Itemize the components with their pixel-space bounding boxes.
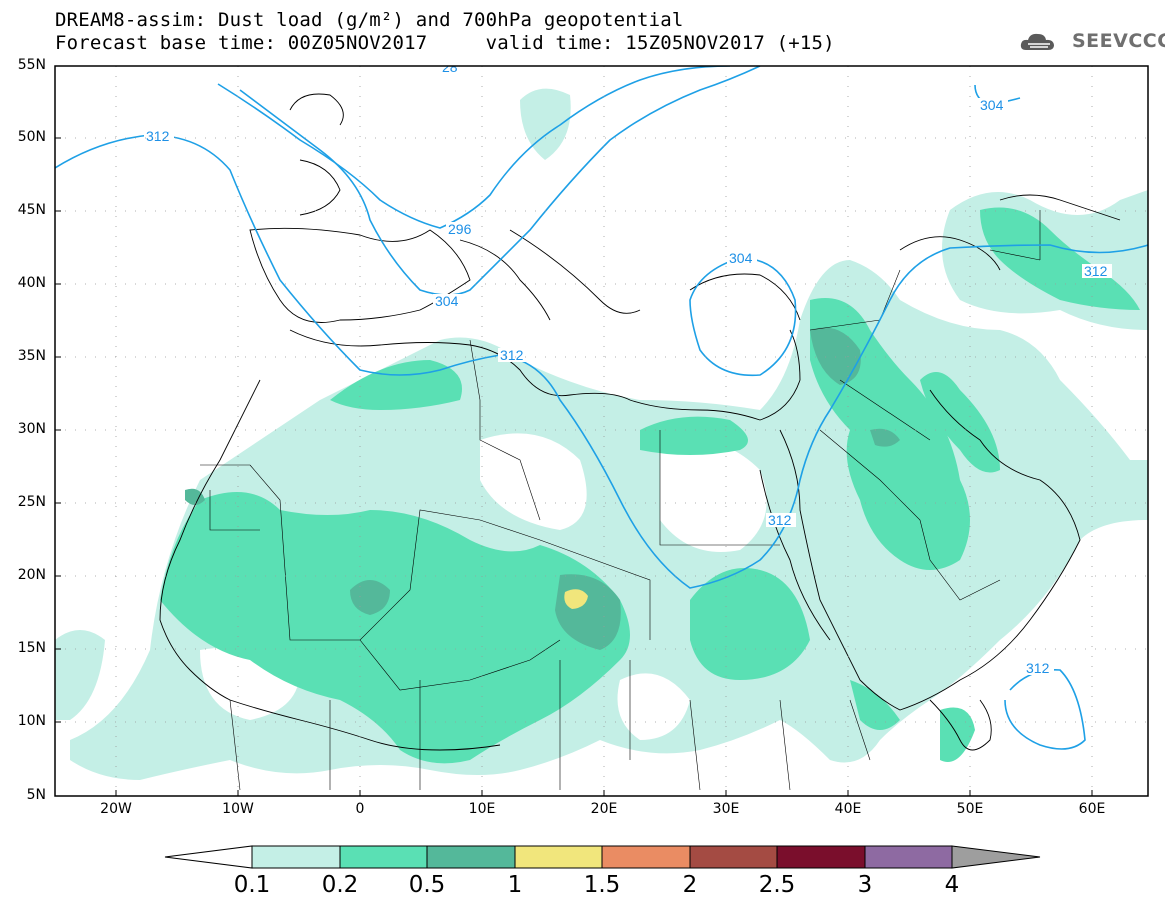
lat-label: 25N — [17, 494, 46, 510]
lat-label: 20N — [17, 567, 46, 583]
cloud-icon — [1020, 33, 1054, 50]
colorbar-swatch — [689, 845, 778, 869]
lat-label: 15N — [17, 640, 46, 656]
lat-label: 40N — [17, 275, 46, 291]
colorbar-swatch — [514, 845, 603, 869]
lon-label: 20W — [100, 801, 132, 817]
contour-label: 304 — [435, 293, 459, 309]
colorbar-swatch — [601, 845, 691, 869]
colorbar-swatch — [251, 845, 341, 869]
lat-label: 30N — [17, 421, 46, 437]
colorbar-low-arrow — [164, 845, 253, 869]
coastlines — [159, 93, 1121, 751]
colorbar-label: 4 — [944, 872, 960, 898]
country-borders — [200, 210, 1041, 791]
lat-label: 50N — [17, 129, 46, 145]
colorbar-label: 2.5 — [758, 872, 796, 898]
colorbar-swatch — [339, 845, 428, 869]
lat-label: 35N — [17, 348, 46, 364]
colorbar-label: 3 — [857, 872, 873, 898]
lon-label: 10W — [222, 801, 254, 817]
colorbar-swatch — [426, 845, 516, 869]
contour-label: 304 — [729, 250, 753, 266]
forecast-time-line: Forecast base time: 00Z05NOV2017 valid t… — [55, 32, 835, 54]
colorbar — [164, 845, 1041, 869]
contour-label: 312 — [1084, 263, 1108, 279]
lat-label: 5N — [26, 787, 46, 803]
dust-level-4-area — [564, 589, 588, 609]
colorbar-swatch — [776, 845, 866, 869]
lon-label: 10E — [468, 801, 496, 817]
lat-label: 10N — [17, 713, 46, 729]
lon-label: 30E — [712, 801, 740, 817]
colorbar-label: 2 — [682, 872, 698, 898]
contour-label: 312 — [1026, 660, 1050, 676]
lon-label: 50E — [956, 801, 984, 817]
lat-label: 45N — [17, 202, 46, 218]
axis-ticks — [55, 65, 1093, 797]
colorbar-label: 0.5 — [408, 872, 446, 898]
contour-label: 304 — [980, 97, 1004, 113]
colorbar-label: 1 — [507, 872, 523, 898]
colorbar-high-arrow — [951, 845, 1041, 869]
colorbar-label: 0.1 — [233, 872, 271, 898]
lon-label: 60E — [1078, 801, 1106, 817]
lon-label: 40E — [834, 801, 862, 817]
colorbar-label: 1.5 — [583, 872, 621, 898]
map-frame — [54, 65, 1149, 797]
contour-label: 312 — [146, 128, 170, 144]
seevccc-logo: SEEVCCC — [1072, 30, 1165, 52]
lat-label: 55N — [17, 57, 46, 73]
contour-label: 312 — [500, 347, 524, 363]
colorbar-label: 0.2 — [321, 872, 359, 898]
contour-label: 28 — [442, 59, 458, 75]
colorbar-swatch — [864, 845, 953, 869]
contour-label: 296 — [448, 221, 472, 237]
map-title: DREAM8-assim: Dust load (g/m²) and 700hP… — [55, 9, 684, 31]
lon-label: 0 — [355, 801, 365, 817]
contour-label: 312 — [768, 512, 792, 528]
contour-labels: 312 296 304 312 304 312 312 304 312 28 — [144, 59, 1112, 676]
dust-free-area — [200, 433, 767, 740]
lon-label: 20E — [590, 801, 618, 817]
